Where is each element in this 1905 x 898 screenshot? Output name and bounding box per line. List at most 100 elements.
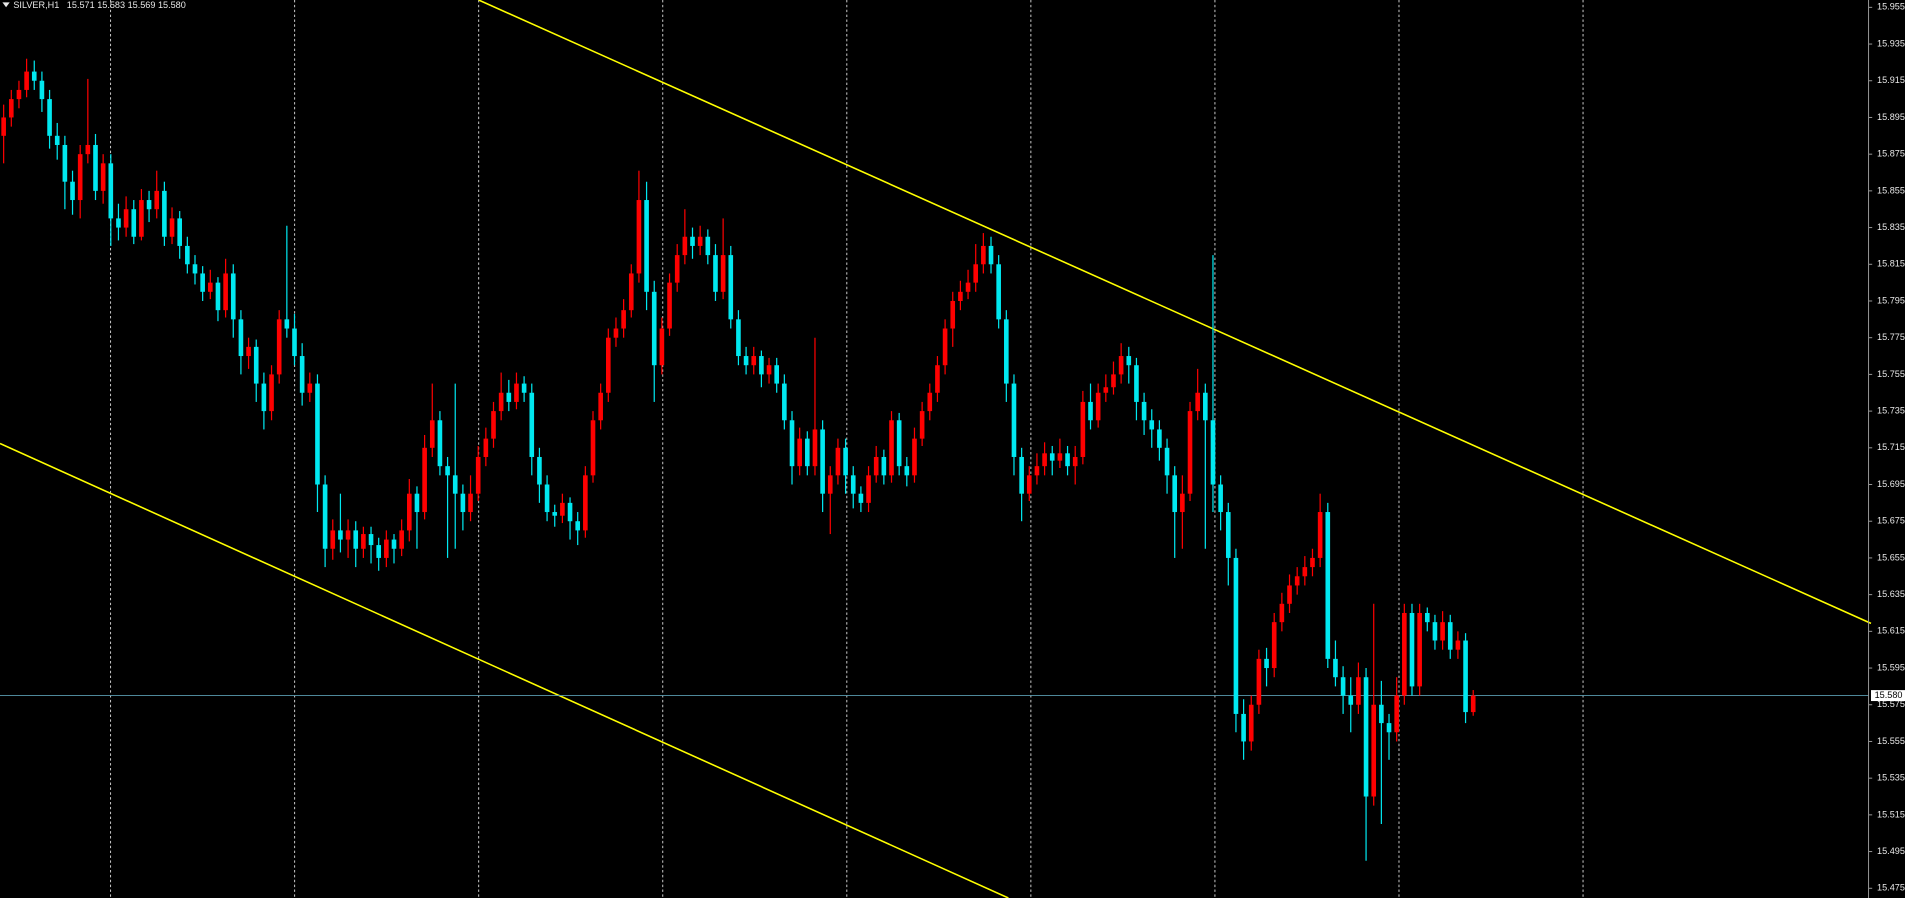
candle-body bbox=[261, 383, 267, 412]
candle-body bbox=[927, 392, 933, 412]
candle-body bbox=[1065, 453, 1070, 467]
candle-body bbox=[1241, 713, 1246, 742]
y-tick-label: 15.495 bbox=[1877, 846, 1905, 856]
candle-body bbox=[1195, 392, 1200, 412]
y-tick-label: 15.795 bbox=[1877, 295, 1905, 305]
candle-body bbox=[873, 456, 879, 476]
candle-body bbox=[1348, 695, 1354, 705]
candle-body bbox=[1340, 677, 1346, 696]
candle-body bbox=[1233, 557, 1239, 714]
candle-body bbox=[185, 245, 190, 265]
candle-body bbox=[942, 328, 948, 366]
candle-body bbox=[774, 365, 780, 384]
y-tick-label: 15.535 bbox=[1877, 773, 1905, 783]
candle-body bbox=[1356, 677, 1361, 705]
candle-body bbox=[1371, 704, 1377, 797]
candle-body bbox=[1409, 612, 1415, 687]
candle-body bbox=[108, 163, 114, 219]
candle-body bbox=[1256, 658, 1262, 705]
candle-body bbox=[1004, 319, 1009, 384]
candle-body bbox=[146, 200, 152, 210]
candle-body bbox=[230, 273, 236, 320]
y-tick-label: 15.895 bbox=[1877, 112, 1905, 122]
candle-body bbox=[713, 255, 718, 292]
candle-body bbox=[1455, 640, 1461, 650]
candle-body bbox=[720, 255, 726, 292]
candle-body bbox=[981, 245, 986, 265]
y-tick-label: 15.735 bbox=[1877, 406, 1905, 416]
candle-body bbox=[215, 282, 221, 311]
candle-body bbox=[552, 512, 558, 516]
candle-body bbox=[827, 475, 833, 494]
candle-body bbox=[429, 420, 435, 448]
candle-body bbox=[414, 493, 420, 513]
candle-body bbox=[567, 502, 573, 522]
candle-body bbox=[24, 71, 29, 90]
candle-body bbox=[965, 282, 971, 292]
candle-body bbox=[1440, 622, 1445, 641]
candle-body bbox=[1072, 456, 1078, 467]
candle-body bbox=[246, 346, 251, 357]
y-tick-label: 15.655 bbox=[1877, 552, 1905, 562]
candle-body bbox=[1164, 447, 1170, 476]
candle-body bbox=[651, 291, 657, 366]
candle-body bbox=[636, 200, 642, 274]
candle-body bbox=[1172, 475, 1178, 513]
candle-body bbox=[1157, 429, 1162, 448]
candle-body bbox=[667, 282, 672, 329]
candle-body bbox=[904, 466, 910, 476]
candle-body bbox=[162, 190, 167, 237]
y-tick-label: 15.775 bbox=[1877, 332, 1905, 342]
candle-body bbox=[299, 356, 305, 393]
quote-open: 15.571 bbox=[67, 0, 95, 10]
candle-body bbox=[1141, 401, 1147, 421]
candle-body bbox=[1019, 456, 1024, 494]
candle-body bbox=[1394, 695, 1399, 733]
candle-body bbox=[253, 346, 259, 384]
candle-body bbox=[353, 530, 359, 549]
candle-body bbox=[1470, 695, 1476, 713]
candle-body bbox=[445, 466, 450, 476]
candle-body bbox=[1026, 475, 1032, 494]
candle-body bbox=[1111, 374, 1116, 388]
candle-body bbox=[1203, 392, 1208, 421]
candle-body bbox=[376, 545, 381, 558]
candle-body bbox=[1118, 356, 1124, 375]
y-tick-label: 15.615 bbox=[1877, 626, 1905, 636]
y-tick-label: 15.815 bbox=[1877, 259, 1905, 269]
candle-body bbox=[743, 356, 749, 366]
candle-body bbox=[514, 383, 519, 402]
candle-body bbox=[361, 534, 366, 549]
candle-body bbox=[659, 328, 665, 366]
candle-body bbox=[782, 383, 787, 421]
candle-body bbox=[1271, 622, 1277, 669]
candle-body bbox=[1103, 387, 1109, 393]
candle-body bbox=[1447, 622, 1453, 650]
candle-body bbox=[1325, 512, 1331, 659]
candle-body bbox=[1333, 658, 1338, 678]
candle-body bbox=[1310, 557, 1315, 568]
candle-body bbox=[238, 319, 244, 357]
candle-body bbox=[54, 135, 60, 145]
candle-body bbox=[315, 383, 320, 485]
candle-body bbox=[269, 374, 274, 412]
symbol: SILVER,H1 bbox=[13, 0, 59, 10]
candle-body bbox=[912, 438, 917, 476]
y-tick-label: 15.555 bbox=[1877, 736, 1905, 746]
candle-body bbox=[498, 392, 504, 412]
candle-body bbox=[1363, 677, 1369, 797]
candle-body bbox=[896, 420, 902, 467]
candle-body bbox=[1287, 585, 1292, 604]
candle-body bbox=[77, 154, 83, 201]
candle-body bbox=[529, 392, 535, 457]
candle-body bbox=[93, 144, 98, 191]
candle-body bbox=[889, 420, 894, 476]
candle-body bbox=[560, 502, 565, 516]
candle-body bbox=[1225, 512, 1231, 558]
candle-body bbox=[950, 300, 956, 329]
candle-body bbox=[1302, 567, 1308, 577]
candle-body bbox=[338, 530, 343, 540]
y-tick-label: 15.855 bbox=[1877, 185, 1905, 195]
candle-body bbox=[988, 245, 994, 265]
candle-body bbox=[1057, 453, 1063, 461]
